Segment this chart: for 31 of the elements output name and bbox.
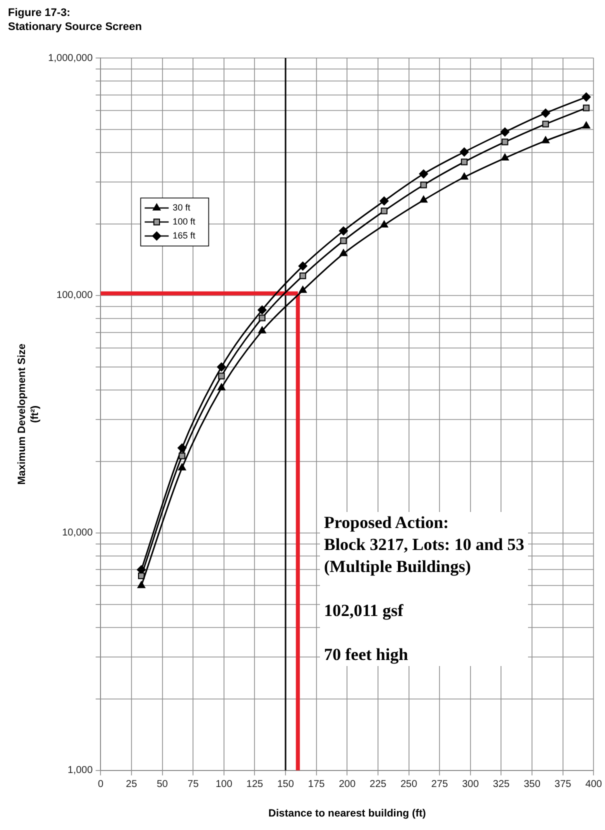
chart-title: Figure 17-3: <box>8 6 72 20</box>
x-tick-label: 350 <box>524 779 541 790</box>
x-tick-label: 275 <box>431 779 448 790</box>
x-tick-label: 300 <box>462 779 480 790</box>
legend-label: 165 ft <box>172 230 196 240</box>
x-tick-label: 400 <box>585 779 602 790</box>
x-tick-label: 325 <box>492 779 510 790</box>
annotation: 70 feet high <box>324 644 410 666</box>
x-tick-label: 175 <box>308 779 326 790</box>
x-tick-label: 150 <box>277 779 294 790</box>
x-tick-label: 225 <box>370 779 387 790</box>
y-tick-label: 1,000 <box>68 765 94 776</box>
y-tick-label: 10,000 <box>62 528 94 539</box>
x-tick-label: 375 <box>554 779 572 790</box>
annotation: Proposed Action: Block 3217, Lots: 10 and 53 (Multiple Buildings) <box>324 512 524 578</box>
x-tick-label: 50 <box>156 779 168 790</box>
x-tick-label: 25 <box>126 779 138 790</box>
x-tick-label: 0 <box>98 779 104 790</box>
x-tick-label: 75 <box>188 779 200 790</box>
legend-label: 100 ft <box>172 216 196 226</box>
legend-label: 30 ft <box>172 202 191 212</box>
chart-subtitle: Stationary Source Screen <box>8 20 142 34</box>
y-axis-title: Maximum Development Size (ft²) <box>16 343 41 485</box>
x-axis-title: Distance to nearest building (ft) <box>268 808 426 820</box>
x-tick-label: 125 <box>246 779 264 790</box>
x-tick-label: 200 <box>338 779 356 790</box>
x-tick-label: 100 <box>216 779 233 790</box>
annotation: 102,011 gsf <box>324 600 404 622</box>
y-tick-label: 100,000 <box>56 290 94 302</box>
y-tick-label: 1,000,000 <box>48 52 94 64</box>
x-tick-label: 250 <box>400 779 418 790</box>
